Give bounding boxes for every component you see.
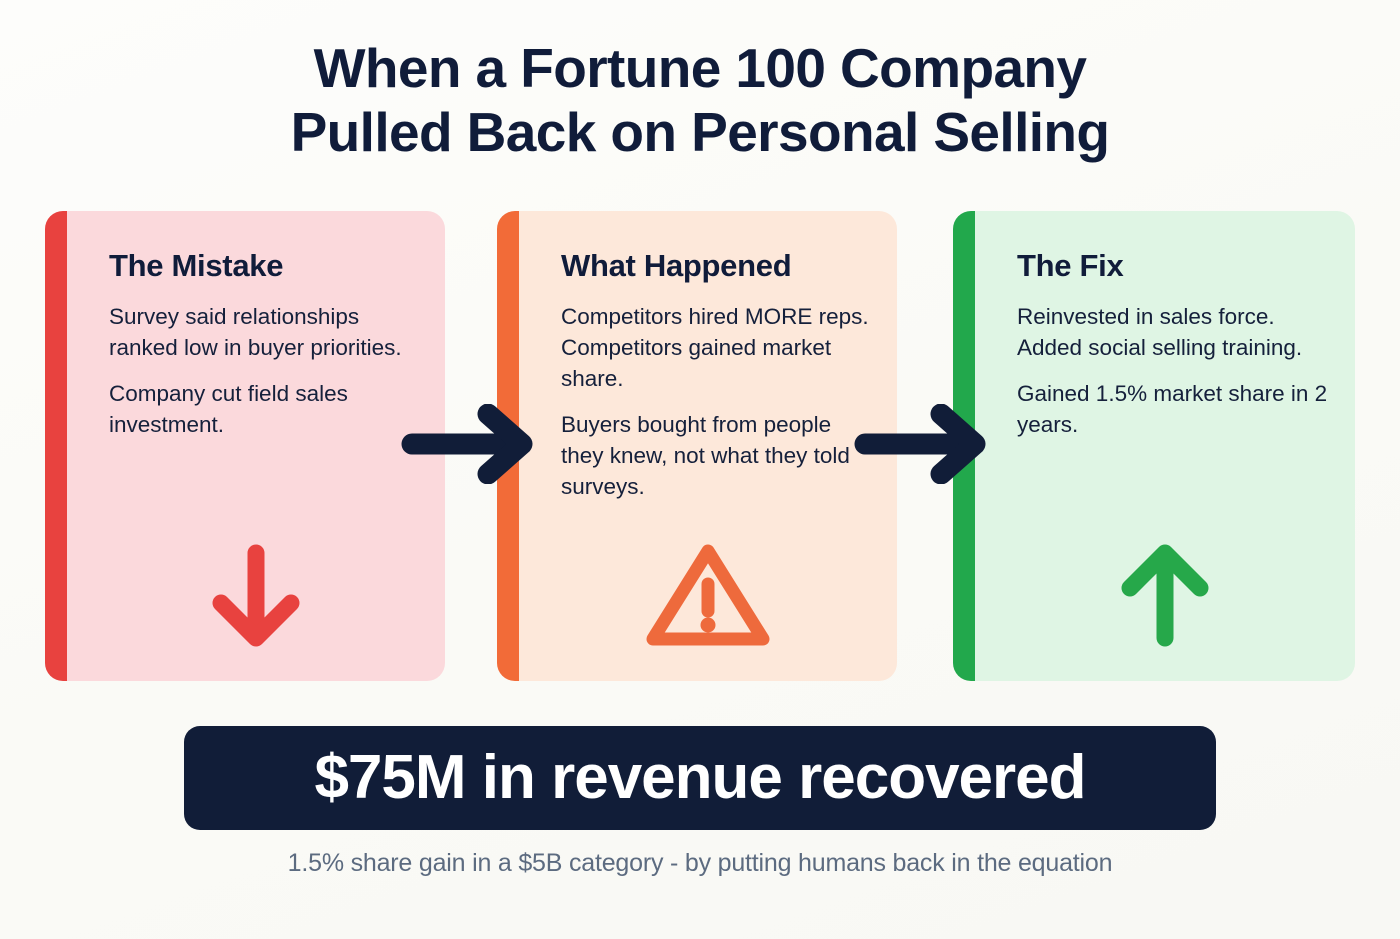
card-title-mistake: The Mistake [109,248,284,283]
card-icon-wrap-mistake [67,541,445,651]
card-title-happened: What Happened [561,248,792,283]
card-the-mistake: The Mistake Survey said relationships ra… [45,211,445,681]
warning-triangle-icon [646,544,770,646]
cards-row: The Mistake Survey said relationships ra… [0,211,1400,683]
card-icon-wrap-happened [519,541,897,651]
result-banner-text: $75M in revenue recovered [314,743,1086,812]
card-the-fix: The Fix Reinvested in sales force. Added… [953,211,1355,681]
card-paragraph-happened-2: Buyers bought from people they knew, not… [561,412,850,500]
connector-arrow-1 [400,403,538,485]
connector-arrow-2 [853,403,991,485]
card-accent-bar-mistake [45,211,67,681]
up-arrow-icon [1121,544,1209,647]
card-paragraph-happened-1: Competitors hired MORE reps. Competitors… [561,304,869,392]
card-body-mistake: The Mistake Survey said relationships ra… [67,211,445,681]
card-paragraph-mistake-2: Company cut field sales investment. [109,381,348,438]
card-body-fix: The Fix Reinvested in sales force. Added… [975,211,1355,681]
arrow-right-icon [401,403,533,485]
page-title: When a Fortune 100 Company Pulled Back o… [0,36,1400,165]
result-banner: $75M in revenue recovered [184,726,1216,830]
card-paragraph-fix-1: Reinvested in sales force. Added social … [1017,304,1303,361]
footnote-text: 1.5% share gain in a $5B category - by p… [287,849,1113,877]
down-arrow-icon [212,544,300,647]
card-body-happened: What Happened Competitors hired MORE rep… [519,211,897,681]
card-what-happened: What Happened Competitors hired MORE rep… [497,211,897,681]
arrow-right-icon [854,403,986,485]
page-title-line-2: Pulled Back on Personal Selling [290,101,1110,164]
page-title-line-1: When a Fortune 100 Company [313,37,1087,99]
card-paragraph-mistake-1: Survey said relationships ranked low in … [109,304,402,361]
card-title-fix: The Fix [1017,248,1124,283]
card-icon-wrap-fix [975,541,1355,651]
card-paragraph-fix-2: Gained 1.5% market share in 2 years. [1017,381,1328,438]
